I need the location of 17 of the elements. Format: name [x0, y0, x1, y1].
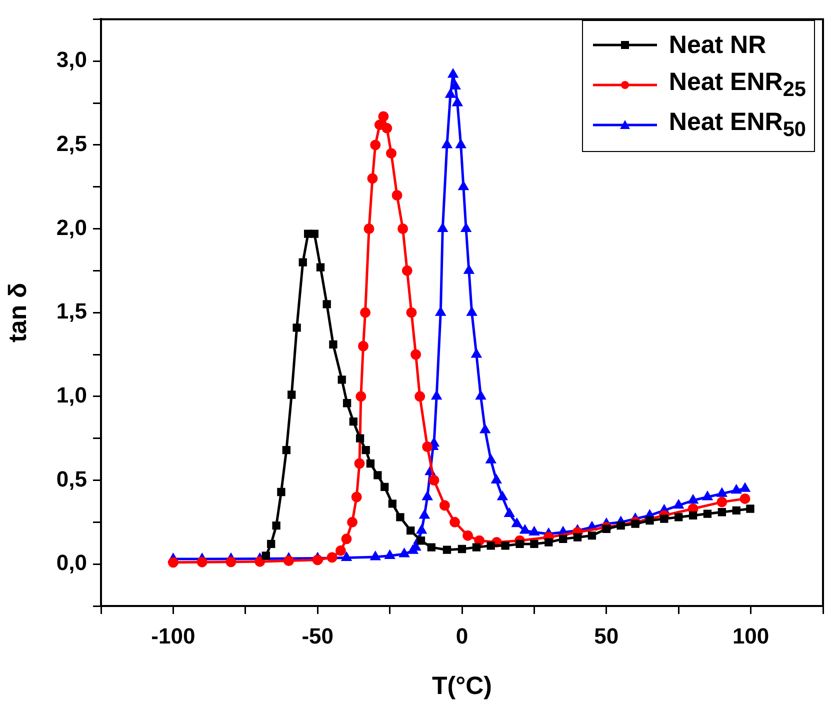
legend-label: Neat NR [668, 30, 766, 60]
legend-label: Neat ENR$_{25}$ [668, 68, 806, 102]
y-tick-label: 1,5 [56, 298, 87, 324]
x-tick-label: 0 [456, 623, 468, 648]
x-tick-label: 100 [732, 623, 770, 648]
y-tick-label: 0,5 [56, 466, 87, 492]
x-axis-title: T(°C) [432, 672, 492, 700]
y-tick-label: 0,0 [56, 550, 87, 576]
y-axis-title: tan δ [4, 282, 32, 342]
y-tick-label: 1,0 [56, 382, 87, 408]
y-tick-label: 2,5 [56, 131, 87, 156]
x-tick-label: 50 [594, 623, 619, 648]
y-tick-label: 3,0 [56, 47, 87, 72]
legend-label: Neat ENR$_{50}$ [668, 108, 806, 142]
x-tick-label: -50 [302, 623, 334, 648]
y-tick-label: 2,0 [56, 214, 87, 240]
x-tick-label: -100 [151, 623, 196, 648]
